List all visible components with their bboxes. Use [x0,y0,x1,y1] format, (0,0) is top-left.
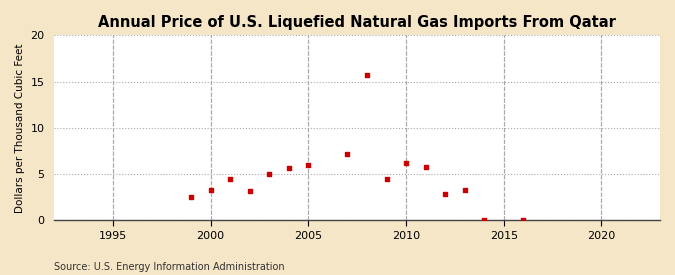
Point [186,195,196,199]
Point [518,218,529,222]
Point [205,188,216,192]
Point [439,192,450,197]
Point [303,163,314,167]
Point [244,189,255,193]
Point [420,164,431,169]
Y-axis label: Dollars per Thousand Cubic Feet: Dollars per Thousand Cubic Feet [15,43,25,213]
Point [342,152,353,156]
Point [225,177,236,181]
Point [264,172,275,176]
Point [381,177,392,181]
Point [362,73,373,77]
Point [479,218,489,222]
Point [459,188,470,192]
Point [284,165,294,170]
Text: Source: U.S. Energy Information Administration: Source: U.S. Energy Information Administ… [54,262,285,272]
Point [401,161,412,165]
Title: Annual Price of U.S. Liquefied Natural Gas Imports From Qatar: Annual Price of U.S. Liquefied Natural G… [99,15,616,30]
